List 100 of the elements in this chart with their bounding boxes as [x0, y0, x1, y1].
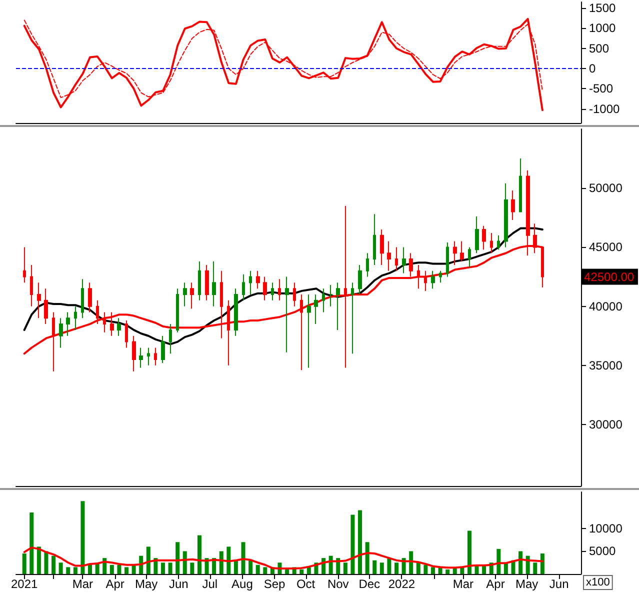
candlestick [490, 232, 493, 254]
candlestick [395, 246, 398, 272]
bar [446, 569, 450, 574]
bar [66, 567, 70, 574]
line-series [23, 546, 544, 570]
bar [430, 567, 435, 574]
candlestick [242, 274, 245, 301]
bar [358, 510, 362, 574]
y-tick-label: 35000 [589, 358, 623, 372]
x-tick-label: Apr [486, 577, 505, 591]
candlestick [169, 324, 172, 354]
y-tick-label: 1000 [589, 21, 616, 36]
y-tick-label: 45000 [589, 240, 623, 254]
x-tick-label: Dec [358, 577, 380, 591]
bar [387, 558, 392, 574]
bar [226, 546, 231, 574]
bar [372, 560, 377, 574]
candlestick [147, 347, 150, 366]
candlestick [366, 252, 369, 278]
bar [219, 551, 224, 574]
bar [146, 546, 150, 574]
candlestick [417, 264, 420, 290]
candlestick [387, 240, 391, 272]
x-tick-label: 2021 [10, 577, 38, 591]
bar [176, 542, 180, 574]
bar [350, 514, 355, 574]
candlestick [139, 347, 143, 368]
bar [110, 564, 114, 574]
candlestick [271, 282, 274, 301]
bar [190, 562, 194, 574]
candlestick [59, 318, 63, 348]
y-tick-label: -500 [589, 82, 614, 96]
candlestick [482, 225, 486, 250]
candlestick [439, 270, 442, 284]
candlestick [336, 282, 340, 330]
candlestick [263, 276, 267, 301]
y-tick-label: 40000 [589, 299, 623, 314]
bar [394, 562, 398, 574]
x-tick-label: Mar [452, 577, 474, 591]
y-tick-label: 5000 [589, 544, 616, 558]
candlestick [234, 288, 238, 336]
x-tick-label: Jun [549, 577, 569, 591]
bar [168, 562, 172, 574]
candlestick [460, 240, 464, 262]
candlestick [256, 270, 260, 290]
candlestick [409, 252, 413, 278]
candlestick [23, 246, 26, 284]
bar [248, 560, 253, 574]
text: 42500.00 [584, 270, 634, 284]
x-tick-label: Jul [202, 577, 218, 591]
candlestick [373, 214, 376, 266]
x-tick-label: May [134, 577, 158, 591]
x-tick-label: Sep [264, 577, 286, 591]
candlestick [44, 288, 48, 325]
y-tick-label: 50000 [589, 181, 623, 196]
candlestick [322, 288, 325, 313]
candlestick [380, 228, 384, 266]
candlestick [511, 190, 515, 221]
y-tick-label: -1000 [589, 102, 620, 116]
candlestick [220, 270, 223, 339]
candlestick [176, 288, 179, 333]
y-tick-label: 10000 [589, 521, 623, 536]
candlestick [212, 260, 216, 307]
line-series [23, 227, 544, 346]
candlestick [81, 278, 84, 319]
bar [467, 530, 472, 574]
bar [263, 567, 268, 574]
candlestick [468, 246, 471, 268]
bar [343, 562, 348, 574]
bar [241, 542, 246, 574]
bar [518, 551, 523, 574]
bar [416, 562, 420, 574]
candlestick [198, 260, 201, 301]
bar [365, 542, 370, 574]
x-tick-label: Jun [168, 577, 188, 591]
bar [409, 551, 414, 574]
x-tick-label: Mar [72, 577, 94, 591]
candlestick [446, 242, 449, 278]
candlestick [37, 282, 41, 319]
candlestick [103, 312, 106, 333]
line-series [23, 18, 544, 112]
candlestick [424, 270, 427, 292]
candlestick [74, 306, 77, 330]
candlestick [110, 312, 114, 336]
candlestick [475, 216, 479, 254]
x-tick-label: Aug [232, 577, 253, 591]
candlestick [278, 278, 281, 301]
bar [256, 564, 260, 574]
x-tick-label: Oct [296, 577, 316, 591]
y-tick-label: 30000 [589, 418, 623, 432]
bar [300, 569, 304, 574]
candlestick [307, 294, 311, 368]
bar [285, 569, 290, 574]
candlestick [132, 335, 136, 372]
candlestick [504, 182, 508, 248]
candlestick [351, 282, 354, 354]
bar [160, 562, 165, 574]
bar [124, 567, 128, 574]
bar [30, 512, 34, 574]
x-tick-label: Nov [327, 577, 349, 591]
